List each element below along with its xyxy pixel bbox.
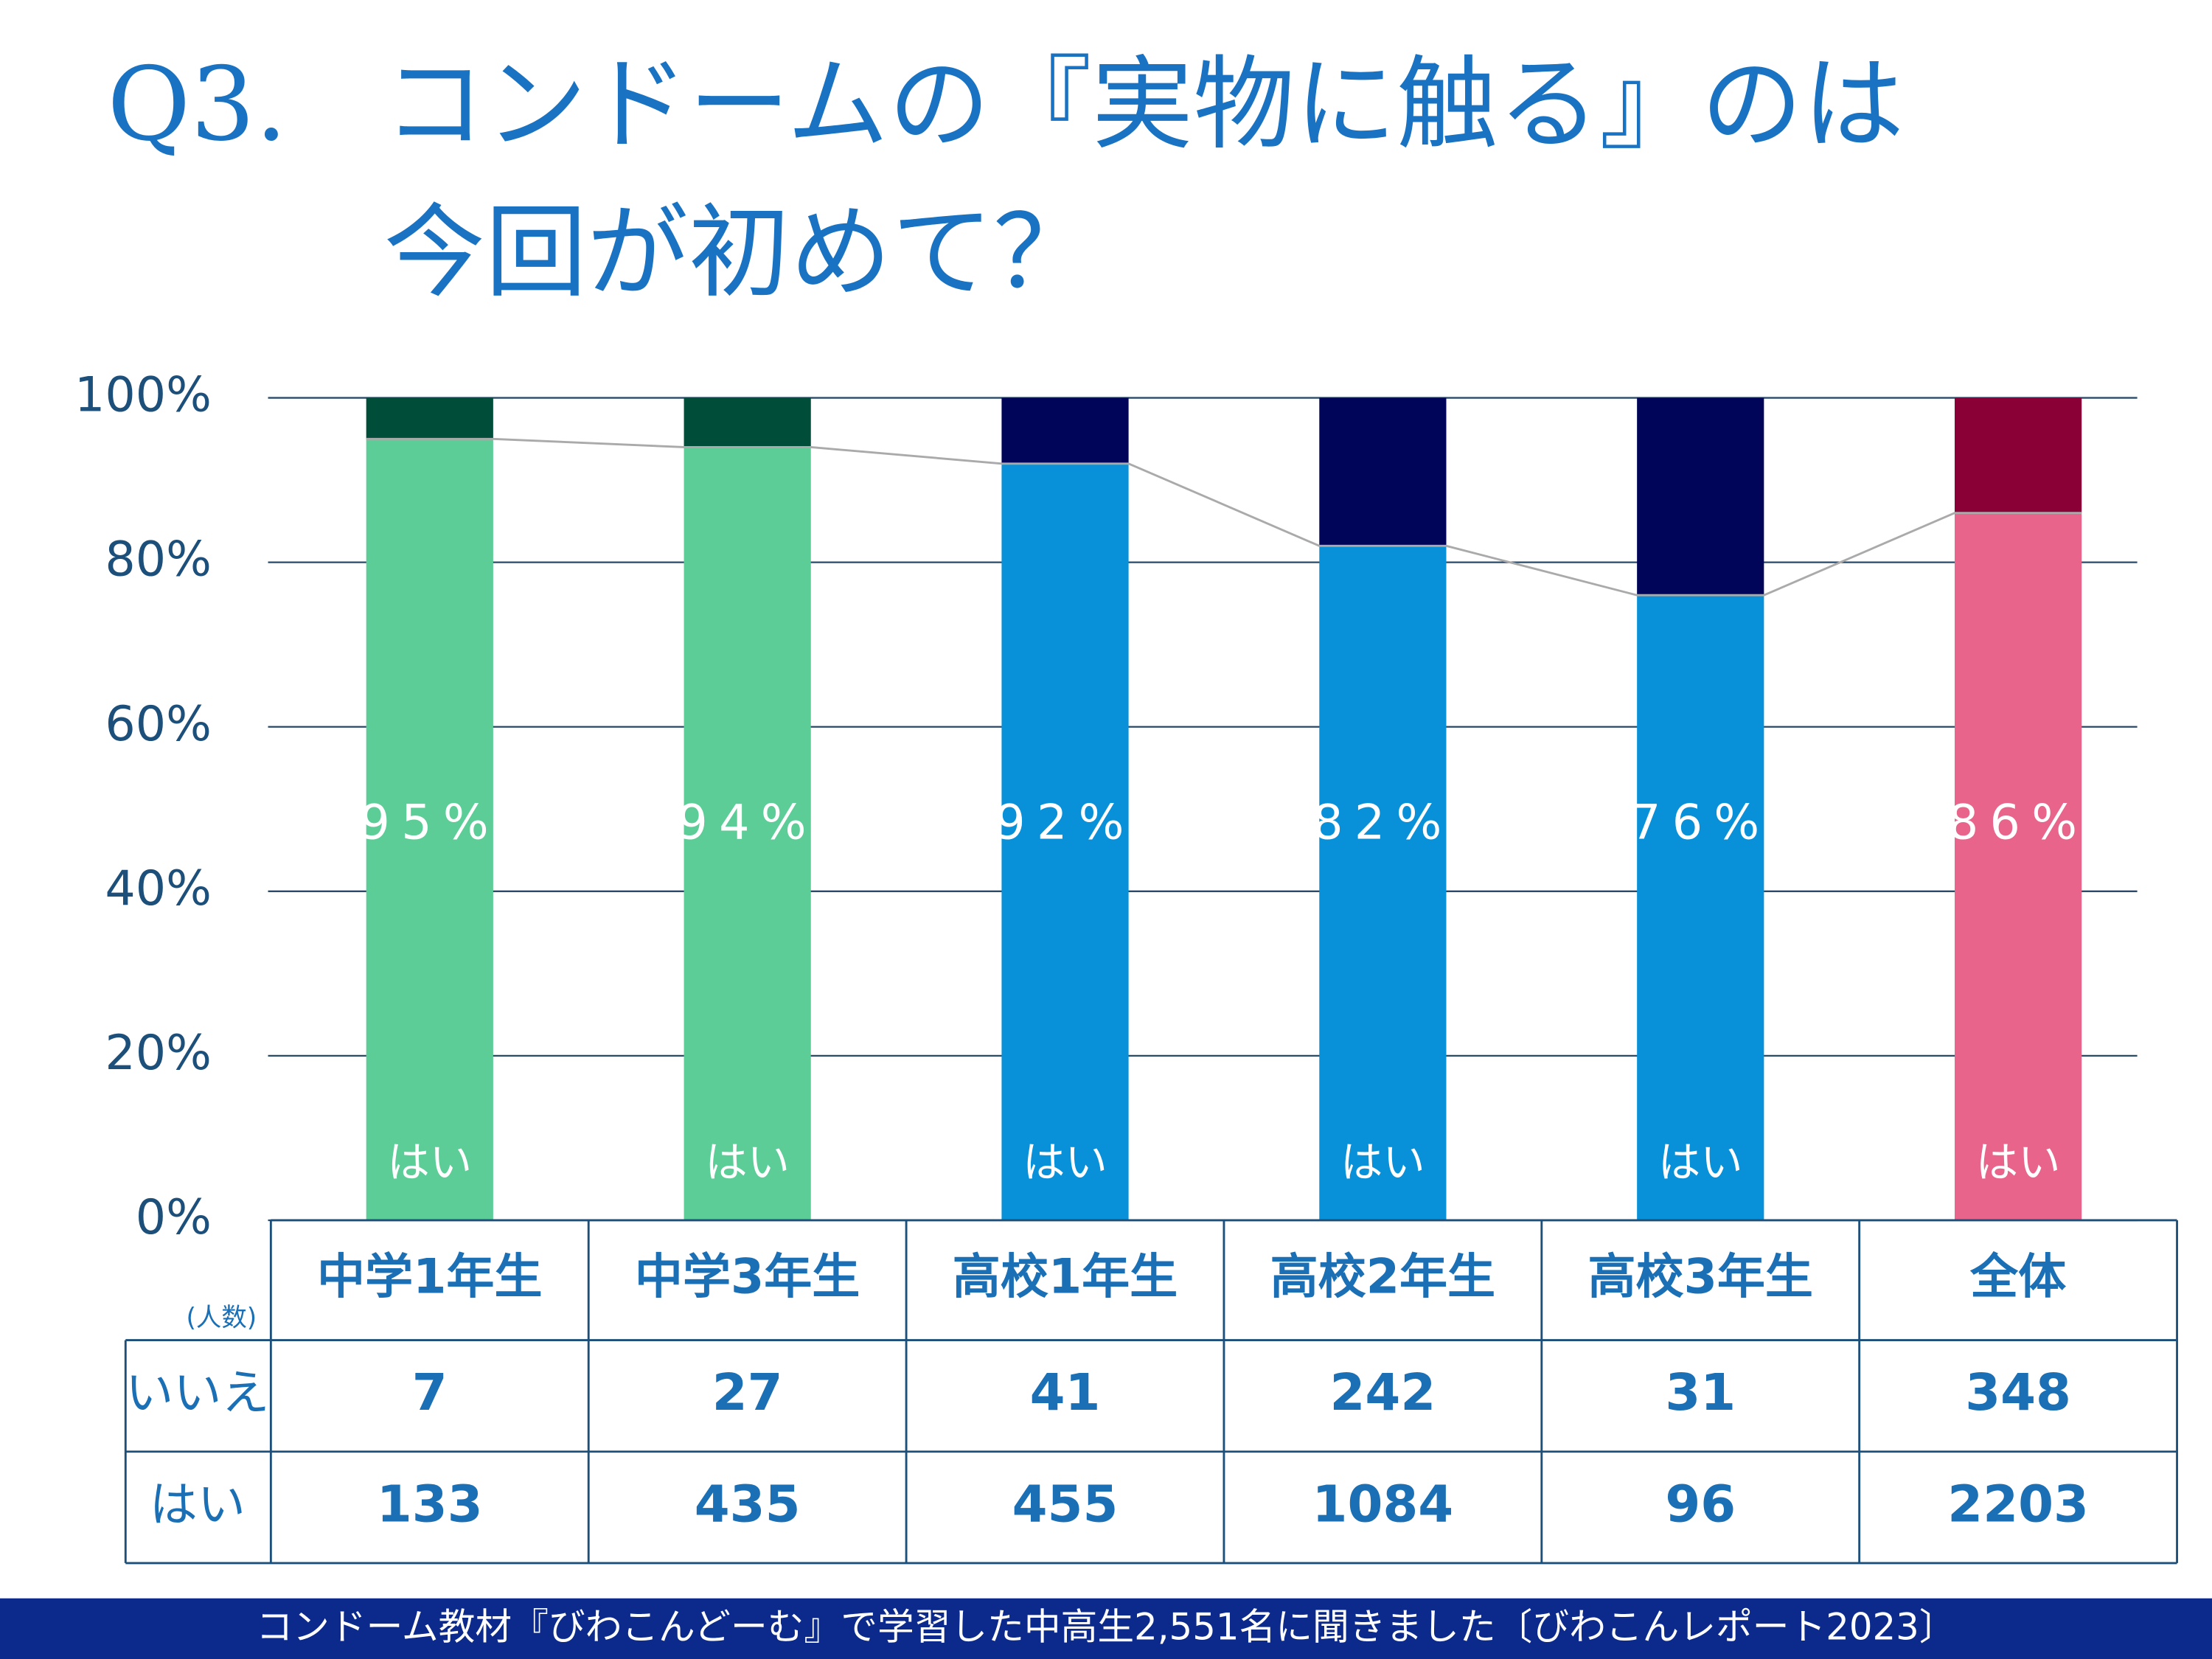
x-tick-label: 中学1年生 [317, 1249, 542, 1304]
footer-band [0, 1598, 2212, 1659]
segment-name: はい [1658, 1138, 1743, 1187]
bar-segment [1001, 397, 1129, 464]
segment-name: はい [1976, 1138, 2061, 1187]
title-line: 今回が初めて？ [383, 194, 1094, 312]
table-cell: 96 [1665, 1475, 1736, 1534]
row-label: はい [150, 1477, 246, 1532]
table-cell: 27 [712, 1363, 783, 1422]
table-cell: 7 [412, 1363, 448, 1422]
table-cell: 133 [377, 1475, 483, 1534]
bar-segment [1637, 397, 1764, 596]
value-label: 94% [677, 795, 818, 850]
connector-line [366, 437, 2082, 597]
x-tick-label: 中学3年生 [635, 1249, 860, 1304]
bar-segment [1319, 397, 1447, 546]
bar-segment [684, 397, 811, 448]
value-label: 76% [1630, 795, 1771, 850]
table-cell: 348 [1965, 1363, 2071, 1422]
segment-name: はい [705, 1138, 790, 1187]
y-tick-label: 0% [136, 1190, 212, 1245]
title-line: コンドームの『実物に触る』のは [383, 46, 1904, 164]
table-cell: 242 [1330, 1363, 1436, 1422]
table-cell: 435 [695, 1475, 801, 1534]
table-cell: 31 [1665, 1363, 1736, 1422]
value-label: 95% [360, 795, 500, 850]
title-number: Q3. [107, 46, 287, 164]
segment-name: はい [387, 1138, 472, 1187]
bar-segment [1001, 463, 1129, 1220]
value-label: 86% [1948, 795, 2089, 850]
y-tick-label: 80% [105, 532, 212, 588]
bar-segment [1637, 595, 1764, 1220]
table-cell: 41 [1030, 1363, 1101, 1422]
bar-segment [366, 397, 493, 439]
y-tick-label: 60% [105, 697, 212, 752]
value-label: 82% [1312, 795, 1453, 850]
bar-segment [1319, 546, 1447, 1220]
bar-segment [366, 439, 493, 1220]
row-label: いいえ [125, 1366, 269, 1421]
bar-segment [684, 447, 811, 1220]
table-unit: (人数) [187, 1303, 257, 1332]
y-tick-label: 40% [105, 861, 212, 917]
table-cell: 2203 [1947, 1475, 2089, 1534]
table-cell: 455 [1012, 1475, 1119, 1534]
segment-name: はい [1340, 1138, 1425, 1187]
x-tick-label: 高校3年生 [1588, 1249, 1813, 1304]
x-tick-label: 全体 [1969, 1249, 2066, 1304]
table-cell: 1084 [1312, 1475, 1454, 1534]
segment-name: はい [1023, 1138, 1107, 1187]
value-label: 92% [995, 795, 1135, 850]
bar-segment [1955, 512, 2082, 1220]
x-tick-label: 高校2年生 [1270, 1249, 1495, 1304]
footer: コンドーム教材『びわこんどーむ』で学習した中高生2,551名に聞きました〔びわこ… [256, 1605, 1955, 1648]
y-tick-label: 20% [105, 1026, 212, 1081]
x-tick-label: 高校1年生 [953, 1249, 1178, 1304]
y-tick-label: 100% [74, 368, 212, 423]
bar-segment [1955, 397, 2082, 513]
